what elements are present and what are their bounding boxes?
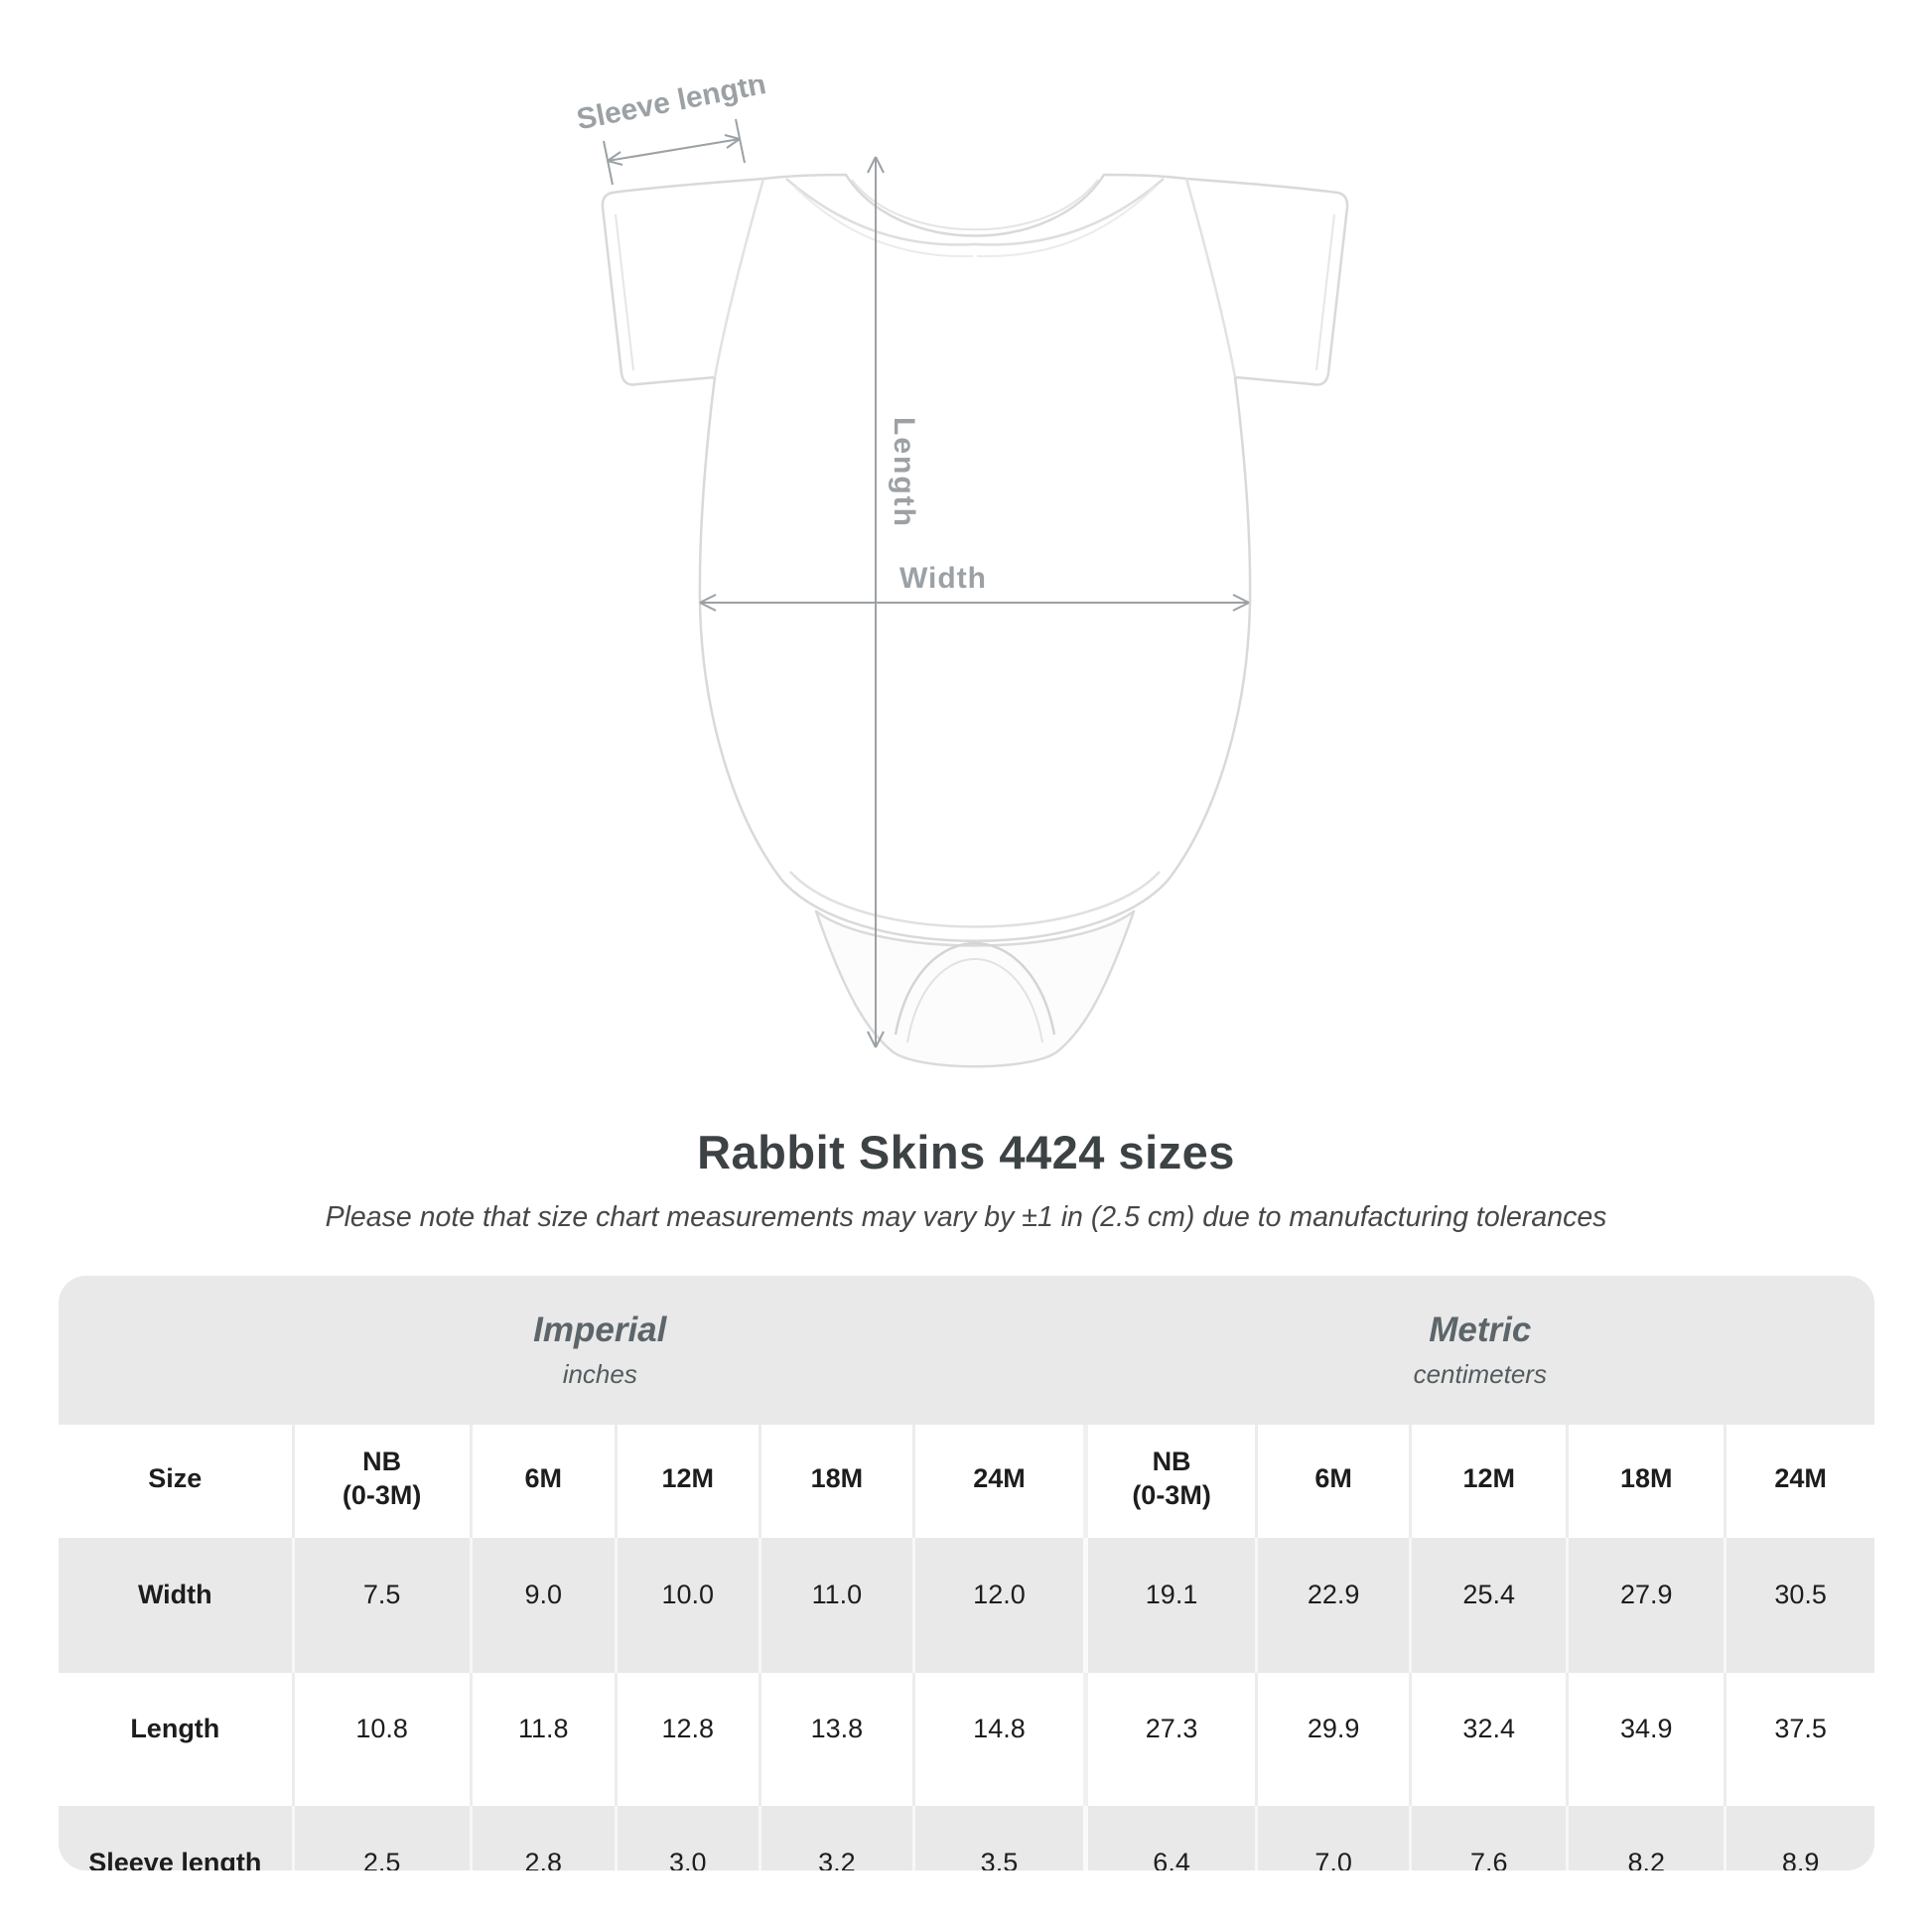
sleeve-length-value: 8.2 [1566,1806,1725,1870]
onesie-bottom-flap [814,909,1136,1068]
sleeve-length-value: 6.4 [1083,1806,1257,1870]
size-table: Imperial inches Metric centimeters Size … [59,1276,1874,1870]
sleeve-length-value: 8.9 [1724,1806,1874,1870]
length-row-label: Length [59,1673,294,1806]
sleeve-length-value: 3.0 [614,1806,760,1870]
length-value: 12.8 [614,1673,760,1806]
width-value: 9.0 [469,1538,617,1673]
imperial-section-header: Imperial inches [59,1276,1086,1425]
onesie-illustration: Sleeve length Length Width [574,68,1349,1068]
imperial-unit: inches [562,1359,637,1389]
sleeve-length-row-label: Sleeve length [59,1806,294,1870]
width-row: Width 7.5 9.0 10.0 11.0 12.0 19.1 22.9 2… [59,1538,1874,1673]
size-column-header: Size [59,1425,294,1538]
onesie-diagram: Sleeve length Length Width [556,68,1390,1092]
width-value: 30.5 [1724,1538,1874,1673]
sleeve-length-row: Sleeve length 2.5 2.8 3.0 3.2 3.5 6.4 7.… [59,1806,1874,1870]
width-value: 27.9 [1566,1538,1725,1673]
column-header-metric-12m: 12M [1409,1425,1568,1538]
column-header-imperial-6m: 6M [469,1425,617,1538]
metric-label: Metric [1429,1311,1532,1349]
column-header-imperial-18m: 18M [758,1425,914,1538]
width-value: 10.0 [614,1538,760,1673]
length-value: 37.5 [1724,1673,1874,1806]
length-value: 29.9 [1255,1673,1411,1806]
column-header-metric-6m: 6M [1255,1425,1411,1538]
width-value: 11.0 [758,1538,914,1673]
width-value: 19.1 [1083,1538,1257,1673]
column-header-row: Size NB (0-3M) 6M 12M 18M 24M NB (0-3M) … [59,1425,1874,1538]
width-value: 22.9 [1255,1538,1411,1673]
sleeve-length-value: 2.5 [291,1806,472,1870]
length-value: 34.9 [1566,1673,1725,1806]
width-arrow [699,594,1250,612]
imperial-label: Imperial [533,1311,667,1349]
sleeve-length-value: 2.8 [469,1806,617,1870]
sleeve-length-value: 3.5 [911,1806,1086,1870]
column-header-imperial-12m: 12M [614,1425,760,1538]
sleeve-length-value: 3.2 [758,1806,914,1870]
sleeve-length-label: Sleeve length [574,79,768,136]
onesie-seams [615,178,1335,928]
units-row: Imperial inches Metric centimeters [59,1276,1874,1425]
length-value: 13.8 [758,1673,914,1806]
sleeve-length-arrow [603,118,746,186]
sleeve-length-value: 7.6 [1409,1806,1568,1870]
width-row-label: Width [59,1538,294,1673]
length-value: 32.4 [1409,1673,1568,1806]
sleeve-length-value: 7.0 [1255,1806,1411,1870]
measurement-annotations [603,118,1250,1048]
column-header-imperial-24m: 24M [911,1425,1086,1538]
width-value: 12.0 [911,1538,1086,1673]
metric-unit: centimeters [1413,1359,1547,1389]
length-value: 14.8 [911,1673,1086,1806]
onesie-body [601,173,1349,942]
width-value: 25.4 [1409,1538,1568,1673]
length-value: 27.3 [1083,1673,1257,1806]
column-header-imperial-nb: NB (0-3M) [291,1425,472,1538]
length-value: 10.8 [291,1673,472,1806]
length-value: 11.8 [469,1673,617,1806]
tolerance-note: Please note that size chart measurements… [325,1201,1607,1233]
page-title: Rabbit Skins 4424 sizes [697,1126,1235,1178]
width-value: 7.5 [291,1538,472,1673]
width-label: Width [899,562,987,595]
column-header-metric-24m: 24M [1724,1425,1874,1538]
column-header-metric-nb: NB (0-3M) [1083,1425,1257,1538]
length-row: Length 10.8 11.8 12.8 13.8 14.8 27.3 29.… [59,1673,1874,1806]
metric-section-header: Metric centimeters [1085,1276,1874,1425]
length-label: Length [888,417,920,528]
column-header-metric-18m: 18M [1566,1425,1725,1538]
